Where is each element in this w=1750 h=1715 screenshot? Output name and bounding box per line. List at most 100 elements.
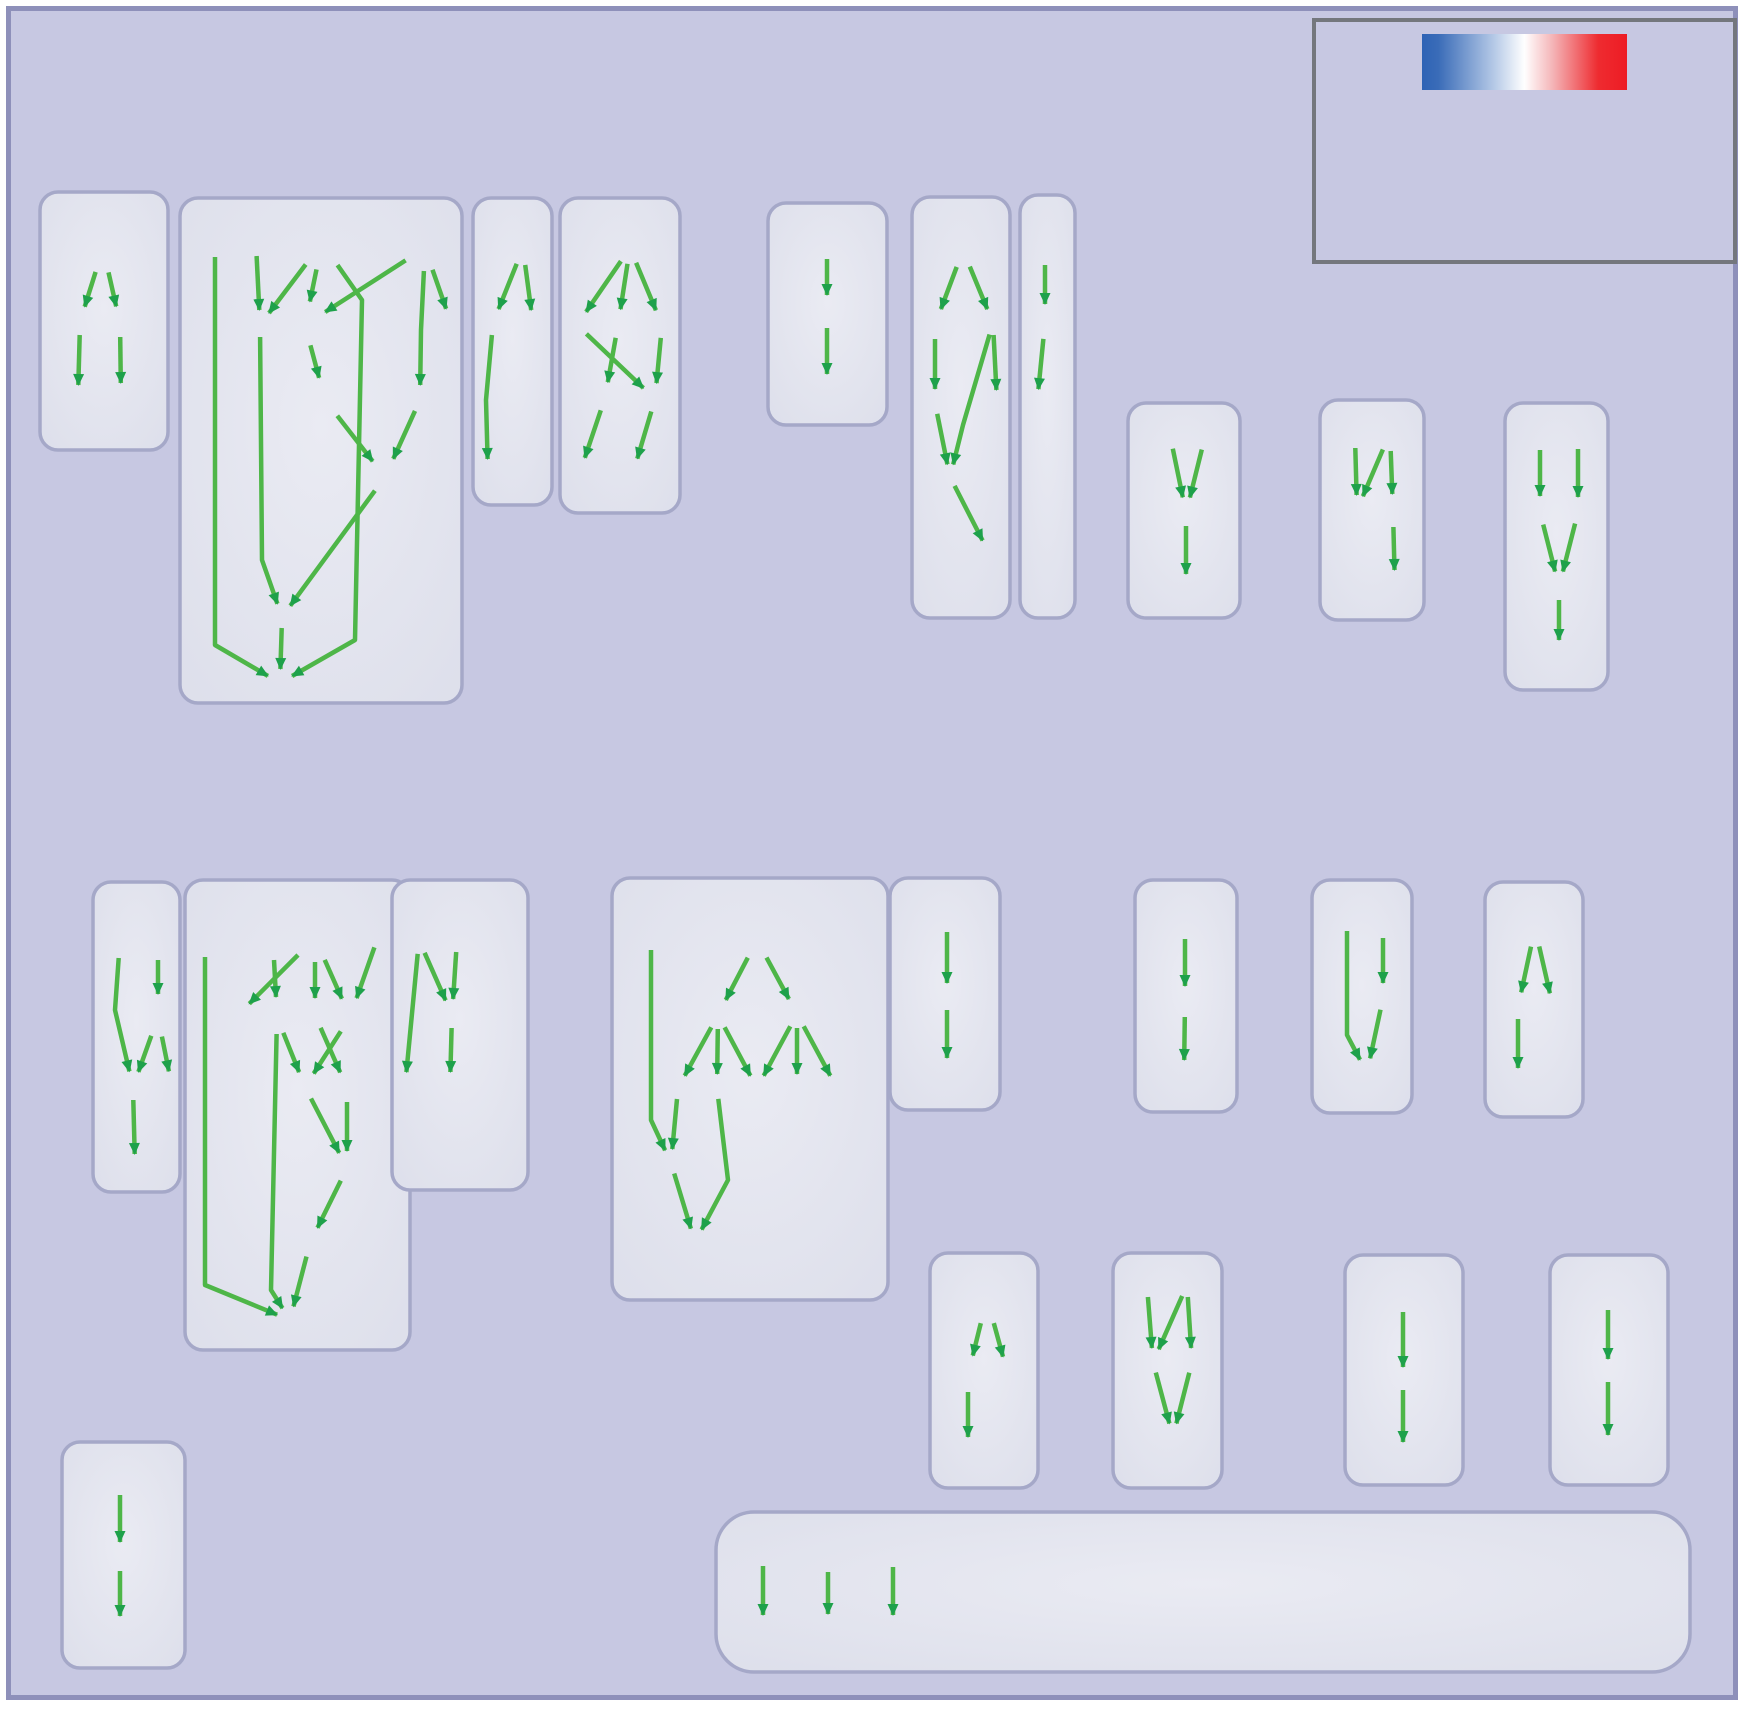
edge-arrow-nuclear-transport-cc: [1388, 526, 1400, 571]
edge-arrow-trna-processing-bp: [445, 1027, 457, 1073]
edge-arrow-trna-processing-mf-large: [682, 1026, 714, 1077]
edge-arrow-cell-cycle-bp: [290, 263, 365, 678]
cluster-box-ubiquitin-dependent-protein-degradation-bp: [558, 196, 682, 515]
cluster-box-chromosome-cc: [1111, 1251, 1224, 1490]
edge-arrow-rna-transport-bp: [1541, 524, 1558, 573]
edge-arrow-ribosome-cc: [952, 484, 985, 542]
legend: [1312, 18, 1737, 264]
edge-arrow-rrna-processing-mrna-splicing-bp: [290, 1256, 309, 1308]
legend-gradient-bar: [1422, 34, 1627, 90]
edge-arrow-chromosome-cc: [1184, 1296, 1196, 1349]
edge-arrow-rna-processing-mf: [1178, 1016, 1190, 1061]
cluster-box-rna-processing-mf: [1133, 878, 1239, 1114]
edge-arrow-cell-cycle-bp: [391, 409, 418, 460]
cluster-box-rrna-processing-mrna-splicing-bp: [183, 878, 412, 1352]
edge-arrow-trna-processing-bp: [448, 951, 460, 1000]
edge-arrow-rrna-processing-mrna-splicing-bp: [247, 953, 300, 1006]
cluster-box-transcription-mf: [1548, 1253, 1670, 1487]
cluster-box-mitochondrion-cc: [1018, 193, 1077, 620]
edge-arrow-trna-processing-mf-large: [761, 1025, 793, 1077]
edge-arrow-trna-processing-mf-large: [801, 1025, 833, 1077]
edge-arrow-ubiquitin-dependent-protein-degradation-bp: [635, 410, 654, 460]
edge-arrow-ubiquitin-dependent-protein-degradation-bp: [616, 263, 630, 311]
cluster-box-mixed-categories-bottom: [714, 1510, 1692, 1674]
edge-arrow-trna-processing-mf-large: [648, 950, 668, 1152]
edge-arrow-cell-cycle-bp: [267, 263, 308, 315]
cluster-box-trna-processing-mf-large: [610, 876, 890, 1302]
edge-arrow-trna-processing-bp: [401, 953, 420, 1074]
edge-arrow-trna-processing-bp: [422, 951, 448, 1002]
edge-arrow-chromosome-cc: [1153, 1372, 1172, 1425]
edge-arrow-cell-cycle-bp: [253, 255, 265, 311]
edge-arrow-cell-cycle-bp: [414, 270, 427, 386]
cluster-box-microtubule-cytoskeleton-cc: [38, 190, 170, 452]
edge-arrow-ubiquitin-dependent-protein-degradation-bp: [582, 409, 603, 459]
edge-arrow-cell-cycle-bp: [306, 268, 319, 303]
cluster-box-ubiquitin-degradation-chain: [766, 201, 889, 427]
edge-arrow-protein-transport-bp: [112, 957, 133, 1073]
edge-arrow-protein-transport-bp: [136, 1035, 154, 1073]
cluster-box-nuclear-transport-cc: [1318, 398, 1426, 622]
cluster-box-microtubule-cytoskeleton-bp: [471, 196, 554, 507]
edge-arrow-microtubule-cytoskeleton-bp: [481, 334, 495, 460]
edge-arrow-dna-metabolism-bp: [970, 1322, 983, 1357]
cluster-box-dna-metabolism-bp: [928, 1251, 1040, 1490]
edge-arrow-rrna-processing-mrna-splicing-bp: [202, 957, 279, 1317]
edge-arrow-chromosome-cc: [1156, 1295, 1185, 1351]
edge-arrow-microtubule-cytoskeleton-bp: [496, 262, 519, 311]
edge-arrow-microtubule-cytoskeleton-cc: [73, 334, 85, 386]
edge-arrow-microtubule-cytoskeleton-cc: [106, 271, 120, 308]
edge-arrow-trna-processing-mf-large: [699, 1098, 731, 1231]
edge-arrow-cell-cycle-bp: [212, 257, 270, 678]
edge-arrow-cell-cycle-bp: [430, 268, 449, 310]
cluster-box-ribosome-cc: [910, 195, 1012, 620]
edge-arrow-nucleolus-cc: [1367, 1009, 1383, 1060]
edge-arrow-ribosome-cc: [967, 265, 990, 311]
edge-arrow-microtubule-cytoskeleton-cc: [82, 271, 98, 308]
edge-arrow-rrna-processing-mrna-splicing-bp: [311, 1030, 343, 1075]
edge-arrow-rrna-processing-mrna-splicing-bp: [322, 958, 344, 1000]
cluster-box-cell-cycle-bp: [178, 196, 464, 705]
edge-arrow-rna-transport-bp: [1560, 523, 1578, 573]
edge-arrow-rrna-processing-mrna-splicing-bp: [309, 1097, 342, 1154]
edge-arrow-cell-cycle-bp: [323, 258, 407, 314]
cluster-box-tight-junctions-cc: [60, 1440, 187, 1670]
cluster-box-transcription-cc-middle: [1483, 880, 1585, 1119]
edge-arrow-trna-processing-mf-large: [722, 1026, 753, 1077]
edge-arrow-nuclear-transport-cc: [1350, 447, 1362, 496]
cluster-box-transcription-cc-bottom: [1343, 1253, 1465, 1487]
edge-arrow-ribosome-cc: [938, 266, 959, 311]
edge-arrow-cell-cycle-bp: [257, 336, 280, 605]
edge-arrow-protein-transport-bp: [159, 1036, 173, 1073]
edge-arrow-trna-processing-mf-large: [723, 956, 750, 1001]
edge-arrow-chromosome-cc: [1173, 1372, 1192, 1425]
edge-arrow-microtubule-cytoskeleton-bp: [522, 264, 536, 312]
edge-arrow-ribosome-cc: [934, 413, 951, 466]
edge-arrow-cell-cycle-bp: [288, 489, 377, 608]
edge-arrow-cell-cycle-bp: [308, 344, 322, 379]
edge-arrow-trna-processing-mf-large: [764, 956, 791, 1001]
edge-arrow-microtubule-cytoskeleton-cc: [115, 336, 127, 384]
edge-arrow-trna-processing-mf-large: [711, 1028, 723, 1075]
edge-arrow-rrna-processing-mrna-splicing-bp: [268, 1033, 285, 1310]
cluster-box-mitochondrial-protein-sorting-bp: [1126, 401, 1242, 620]
edge-arrow-rrna-processing-mrna-splicing-bp: [315, 1179, 343, 1229]
edge-arrow-transcription-cc-middle: [1518, 946, 1534, 994]
edge-arrow-chromosome-cc: [1145, 1296, 1157, 1349]
edge-arrow-ribosome-cc: [950, 333, 992, 466]
edge-arrow-dna-metabolism-bp: [991, 1322, 1006, 1358]
edge-arrow-trna-processing-mf-large: [667, 1098, 680, 1151]
edge-arrow-ubiquitin-dependent-protein-degradation-bp: [584, 332, 645, 390]
cluster-box-rna-transport-bp: [1503, 401, 1610, 692]
edge-arrow-nuclear-transport-cc: [1386, 450, 1398, 495]
cluster-box-trna-processing-mf-small: [888, 876, 1002, 1112]
edge-arrow-mitochondrial-protein-sorting-bp: [1170, 448, 1186, 499]
edge-arrow-ribosome-cc: [990, 334, 1002, 391]
edge-arrow-ubiquitin-dependent-protein-degradation-bp: [584, 259, 623, 314]
edge-arrow-ubiquitin-dependent-protein-degradation-bp: [652, 337, 664, 385]
edge-arrow-mitochondrial-protein-sorting-bp: [1187, 449, 1204, 499]
edge-arrow-rrna-processing-mrna-splicing-bp: [354, 946, 377, 1000]
cluster-box-protein-transport-bp: [91, 880, 182, 1194]
